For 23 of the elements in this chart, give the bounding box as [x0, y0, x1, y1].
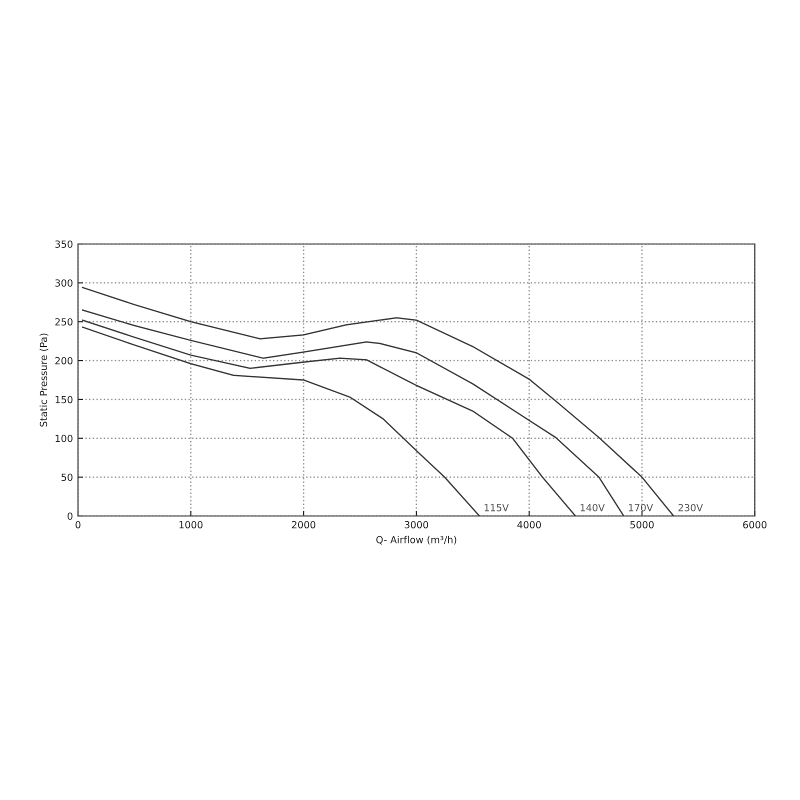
y-tick-label: 350 — [55, 240, 72, 248]
series-label: 170V — [628, 504, 654, 512]
x-tick-label: 4000 — [517, 521, 541, 528]
x-tick-label: 6000 — [743, 521, 767, 528]
series-label: 140V — [580, 504, 605, 512]
x-axis-title: Q- Airflow (m³/h) — [376, 536, 456, 544]
x-tick-label: 1000 — [179, 521, 203, 528]
line-series — [82, 286, 674, 516]
series-label: 230V — [678, 504, 703, 512]
series-label: 115V — [484, 504, 509, 512]
line-series — [82, 326, 480, 516]
y-tick-label: 50 — [62, 474, 72, 481]
y-tick-label: 200 — [55, 357, 72, 364]
y-tick-label: 300 — [55, 279, 72, 287]
y-axis-title: Static Pressure (Pa) — [40, 334, 48, 427]
x-tick-label: 3000 — [404, 521, 428, 528]
y-tick-label: 0 — [68, 512, 72, 520]
y-tick-label: 150 — [56, 396, 72, 404]
x-tick-label: 5000 — [630, 521, 654, 528]
y-tick-label: 250 — [55, 318, 72, 326]
x-tick-label: 0 — [76, 521, 80, 528]
y-tick-label: 100 — [56, 434, 72, 442]
x-tick-label: 2000 — [292, 521, 316, 528]
